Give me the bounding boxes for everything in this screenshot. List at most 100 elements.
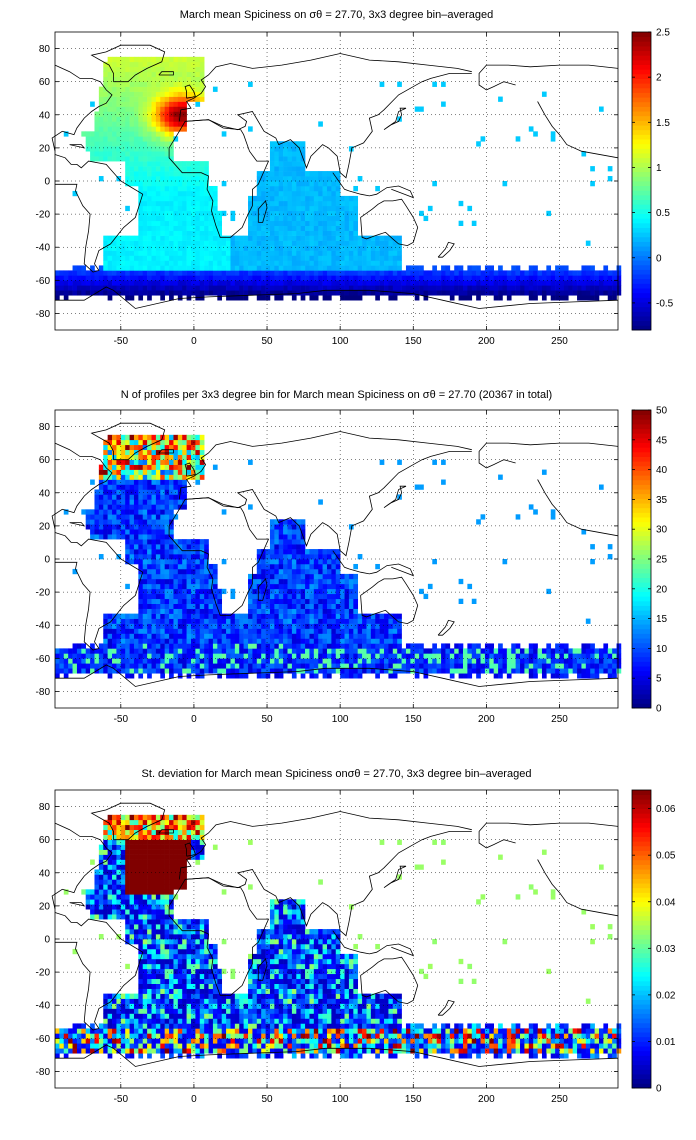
heatmap-cell xyxy=(502,658,508,664)
heatmap-cell xyxy=(160,514,165,520)
heatmap-cell xyxy=(287,195,293,202)
heatmap-cell xyxy=(169,573,174,580)
heatmap-cell xyxy=(195,210,201,217)
heatmap-cell xyxy=(142,439,148,446)
heatmap-cell xyxy=(147,439,152,446)
x-tick-label: 50 xyxy=(261,714,273,725)
heatmap-cell xyxy=(248,275,253,281)
heatmap-cell xyxy=(151,628,157,634)
heatmap-cell xyxy=(269,529,275,535)
heatmap-cell xyxy=(155,156,161,162)
heatmap-cell xyxy=(226,255,231,261)
heatmap-cell xyxy=(217,633,223,639)
heatmap-cell xyxy=(226,633,231,639)
heatmap-cell xyxy=(103,489,108,495)
heatmap-cell xyxy=(173,285,179,291)
heatmap-cell xyxy=(116,106,122,112)
heatmap-cell xyxy=(160,504,165,510)
heatmap-cell xyxy=(112,643,117,649)
heatmap-cell xyxy=(370,235,376,241)
heatmap-cell xyxy=(164,648,170,654)
heatmap-cell xyxy=(423,295,429,301)
heatmap-cell xyxy=(278,250,284,256)
heatmap-cell xyxy=(129,668,135,674)
heatmap-cell xyxy=(305,200,310,207)
heatmap-cell xyxy=(81,290,87,296)
heatmap-cell xyxy=(169,260,174,266)
heatmap-cell xyxy=(366,663,372,669)
heatmap-cell xyxy=(107,56,113,63)
heatmap-cell xyxy=(55,648,60,654)
heatmap-cell xyxy=(278,176,284,182)
heatmap-cell xyxy=(138,539,144,545)
heatmap-cell xyxy=(375,658,380,664)
heatmap-cell xyxy=(151,146,157,152)
heatmap-cell xyxy=(138,250,144,256)
heatmap-cell xyxy=(296,156,301,162)
heatmap-cell xyxy=(173,484,179,490)
heatmap-cell xyxy=(160,544,165,550)
heatmap-cell xyxy=(261,280,266,286)
heatmap-cell xyxy=(72,653,78,659)
heatmap-cell xyxy=(493,653,499,659)
heatmap-cell xyxy=(133,529,139,535)
heatmap-cell xyxy=(90,643,95,649)
heatmap-cell xyxy=(305,653,310,659)
heatmap-cell xyxy=(344,270,350,276)
heatmap-cell xyxy=(177,240,183,246)
heatmap-cell xyxy=(204,588,209,595)
heatmap-cell xyxy=(419,658,424,664)
heatmap-cell xyxy=(449,270,455,276)
heatmap-cell xyxy=(357,673,363,679)
heatmap-cell xyxy=(151,71,157,77)
heatmap-cell xyxy=(296,230,301,236)
heatmap-cell xyxy=(283,648,288,654)
heatmap-cell xyxy=(234,235,240,241)
heatmap-cell xyxy=(90,658,95,664)
heatmap-cell xyxy=(326,608,332,614)
heatmap-cell xyxy=(261,648,266,654)
heatmap-cell xyxy=(103,479,108,485)
heatmap-cell xyxy=(397,245,402,251)
heatmap-cell xyxy=(555,663,560,669)
heatmap-cell xyxy=(112,270,117,276)
heatmap-cell xyxy=(612,663,617,669)
heatmap-cell xyxy=(445,275,451,281)
heatmap-cell xyxy=(94,285,100,291)
heatmap-cell xyxy=(331,275,337,281)
heatmap-cell xyxy=(265,295,271,301)
heatmap-cell xyxy=(300,588,306,595)
heatmap-cell xyxy=(138,534,144,540)
heatmap-cell xyxy=(269,260,275,266)
heatmap-cell xyxy=(155,250,161,256)
heatmap-cell xyxy=(278,161,284,167)
heatmap-cell xyxy=(116,514,122,520)
heatmap-cell xyxy=(353,563,359,570)
heatmap-cell xyxy=(116,270,122,276)
heatmap-cell xyxy=(191,583,196,590)
heatmap-cell xyxy=(590,648,595,654)
heatmap-cell xyxy=(585,285,591,291)
heatmap-cell xyxy=(164,195,170,202)
heatmap-cell xyxy=(379,648,385,654)
heatmap-cell xyxy=(138,504,144,510)
heatmap-cell xyxy=(164,489,170,495)
heatmap-cell xyxy=(340,285,345,291)
heatmap-cell xyxy=(208,230,214,236)
heatmap-cell xyxy=(155,116,161,122)
heatmap-cell xyxy=(164,106,170,112)
heatmap-cell xyxy=(147,151,152,157)
heatmap-cell xyxy=(309,588,315,595)
heatmap-cell xyxy=(348,653,354,659)
heatmap-cell xyxy=(366,668,372,674)
heatmap-cell xyxy=(107,101,113,107)
heatmap-cell xyxy=(550,668,556,674)
heatmap-cell xyxy=(563,270,569,276)
heatmap-cell xyxy=(436,648,442,654)
heatmap-cell xyxy=(116,250,122,256)
heatmap-cell xyxy=(520,653,525,659)
heatmap-cell xyxy=(177,484,183,490)
heatmap-cell xyxy=(186,205,192,212)
heatmap-cell xyxy=(212,280,218,286)
heatmap-cell xyxy=(116,464,122,470)
